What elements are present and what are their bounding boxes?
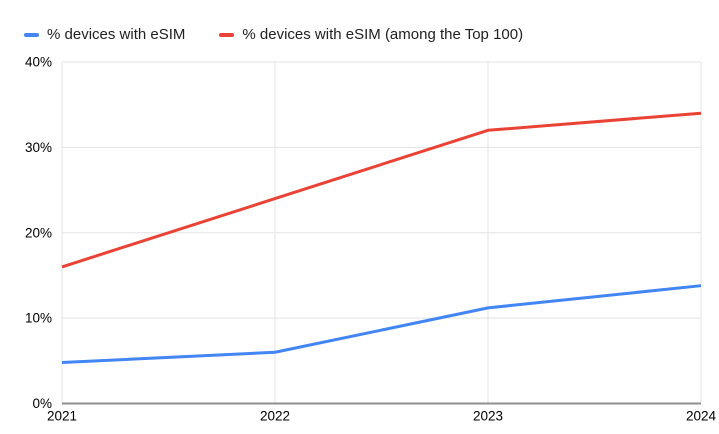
x-axis-tick-label: 2023 [473, 409, 503, 424]
x-axis-tick-label: 2021 [47, 409, 77, 424]
series-line-esim-top100 [61, 111, 702, 269]
series-line-esim [61, 284, 702, 365]
x-axis-tick-label: 2022 [260, 409, 290, 424]
y-axis-tick-label: 10% [25, 311, 52, 326]
legend-swatch-esim-icon [24, 32, 39, 37]
y-axis-tick-label: 30% [25, 140, 52, 155]
y-axis-tick-label: 40% [25, 55, 52, 70]
y-axis-tick-label: 20% [25, 225, 52, 240]
legend-label-esim: % devices with eSIM [47, 26, 186, 43]
legend-label-esim-top100: % devices with eSIM (among the Top 100) [242, 26, 524, 43]
legend-item-esim[interactable]: % devices with eSIM [24, 26, 185, 43]
chart-legend: % devices with eSIM % devices with eSIM … [24, 26, 523, 43]
y-axis-tick-label: 0% [32, 396, 52, 411]
x-axis-tick-label: 2024 [686, 409, 717, 424]
legend-item-esim-top100[interactable]: % devices with eSIM (among the Top 100) [219, 26, 523, 43]
legend-swatch-esim-top100-icon [219, 32, 235, 37]
